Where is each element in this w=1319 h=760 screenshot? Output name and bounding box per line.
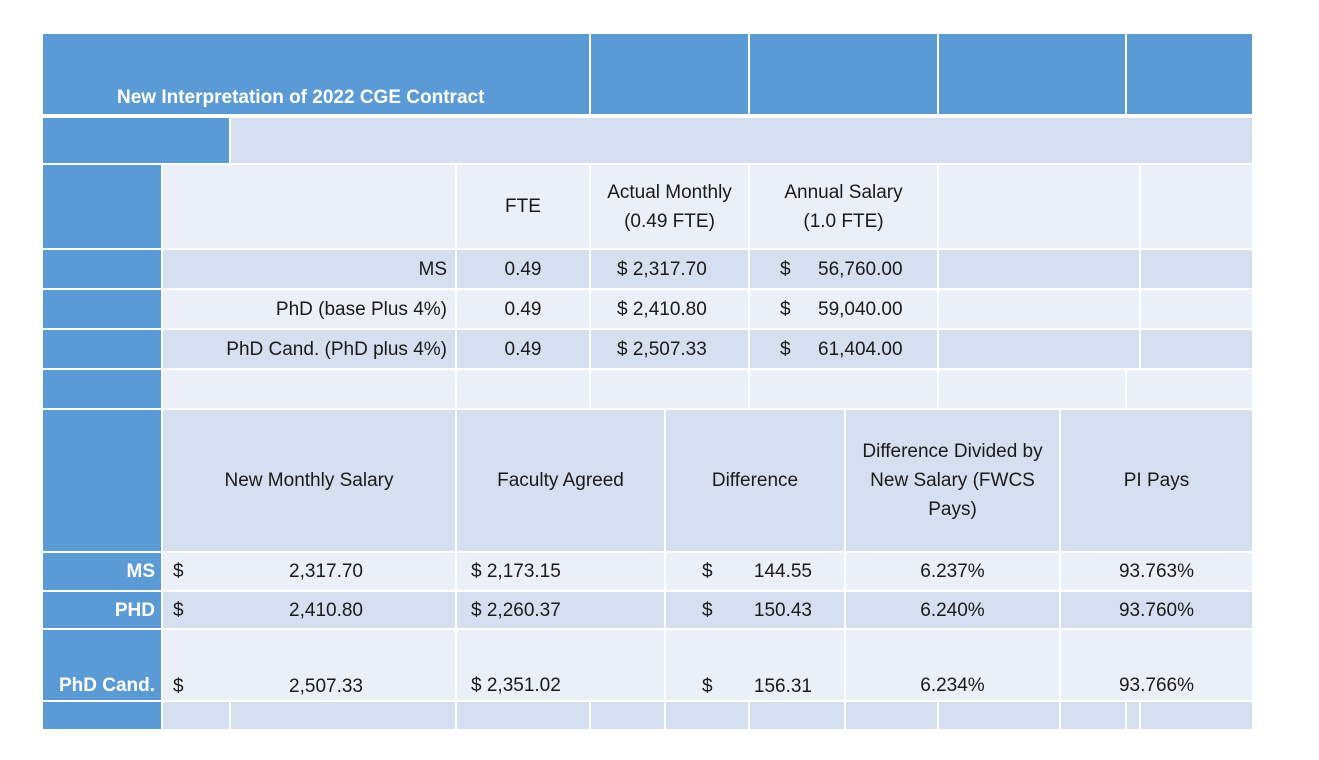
difference-value: $ 144.55 (666, 553, 844, 590)
annual-salary-header: Annual Salary (1.0 FTE) (750, 165, 937, 248)
empty-cell (1061, 702, 1125, 729)
empty-cell (939, 370, 1125, 408)
pi-pays-value: 93.760% (1061, 592, 1252, 628)
empty-cell (1127, 370, 1252, 408)
faculty-agreed-header: Faculty Agreed (457, 410, 664, 551)
fte-header: FTE (457, 165, 589, 248)
table-row-label: PhD (base Plus 4%) (163, 290, 455, 328)
empty-cell (591, 370, 748, 408)
table-row-label: PhD Cand. (PhD plus 4%) (163, 330, 455, 368)
empty-cell (1141, 250, 1252, 288)
empty-cell (1141, 702, 1252, 729)
empty-cell (939, 330, 1139, 368)
monthly-value: $ 2,507.33 (591, 330, 748, 368)
empty-cell (846, 702, 937, 729)
empty-cell (666, 702, 748, 729)
new-monthly-value: $ 2,410.80 (163, 592, 455, 628)
monthly-value: $ 2,317.70 (591, 250, 748, 288)
header-cell (939, 165, 1139, 248)
empty-cell (1141, 330, 1252, 368)
empty-cell (750, 702, 844, 729)
empty-cell (939, 702, 1059, 729)
empty-cell (163, 702, 229, 729)
difference-value: $ 150.43 (666, 592, 844, 628)
empty-cell (457, 702, 589, 729)
empty-cell (231, 702, 455, 729)
difference-header: Difference (666, 410, 844, 551)
row-label-cell (43, 290, 161, 328)
fte-header-label: FTE (505, 196, 541, 217)
empty-cell (939, 250, 1139, 288)
pi-pays-value: 93.766% (1061, 630, 1252, 700)
header-cell (1127, 34, 1252, 114)
table-row-label: PHD (43, 592, 161, 628)
row-label-cell (43, 702, 161, 729)
diff-divided-value: 6.237% (846, 553, 1059, 590)
new-monthly-value: $ 2,317.70 (163, 553, 455, 590)
difference-value: $ 156.31 (666, 630, 844, 700)
header-cell (163, 165, 455, 248)
annual-value: $56,760.00 (750, 250, 937, 288)
diff-divided-header: Difference Divided by New Salary (FWCS P… (846, 410, 1059, 551)
diff-divided-value: 6.240% (846, 592, 1059, 628)
row-label-cell (43, 370, 161, 408)
row-label-cell (43, 250, 161, 288)
empty-cell (1141, 290, 1252, 328)
actual-monthly-header-label: Actual Monthly (0.49 FTE) (607, 181, 732, 232)
fte-value: 0.49 (457, 330, 589, 368)
annual-salary-header-label: Annual Salary (1.0 FTE) (784, 181, 903, 232)
row-label-cell (43, 165, 161, 248)
faculty-agreed-value: $ 2,260.37 (457, 592, 664, 628)
table-row-label: MS (43, 553, 161, 590)
monthly-value: $ 2,410.80 (591, 290, 748, 328)
pi-pays-value: 93.763% (1061, 553, 1252, 590)
row-label-cell (43, 410, 161, 551)
empty-cell (163, 370, 455, 408)
empty-cell (1127, 702, 1139, 729)
page-title: New Interpretation of 2022 CGE Contract (117, 87, 485, 108)
actual-monthly-header: Actual Monthly (0.49 FTE) (591, 165, 748, 248)
table-row-label: PhD Cand. (43, 630, 161, 700)
row-label-cell (43, 330, 161, 368)
fte-value: 0.49 (457, 250, 589, 288)
header-cell (1141, 165, 1252, 248)
annual-value: $59,040.00 (750, 290, 937, 328)
header-cell (591, 34, 748, 114)
empty-cell (750, 370, 937, 408)
new-monthly-value: $ 2,507.33 (163, 630, 455, 700)
diff-divided-value: 6.234% (846, 630, 1059, 700)
header-cell (939, 34, 1125, 114)
empty-cell (591, 702, 664, 729)
empty-cell (457, 370, 589, 408)
title-cell: New Interpretation of 2022 CGE Contract (43, 34, 589, 114)
annual-value: $61,404.00 (750, 330, 937, 368)
new-monthly-header: New Monthly Salary (163, 410, 455, 551)
faculty-agreed-value: $ 2,351.02 (457, 630, 664, 700)
table-row-label: MS (163, 250, 455, 288)
fte-value: 0.49 (457, 290, 589, 328)
spacer-cell (43, 118, 229, 163)
empty-cell (939, 290, 1139, 328)
header-cell (750, 34, 937, 114)
spacer-cell (231, 118, 1252, 163)
faculty-agreed-value: $ 2,173.15 (457, 553, 664, 590)
pi-pays-header: PI Pays (1061, 410, 1252, 551)
